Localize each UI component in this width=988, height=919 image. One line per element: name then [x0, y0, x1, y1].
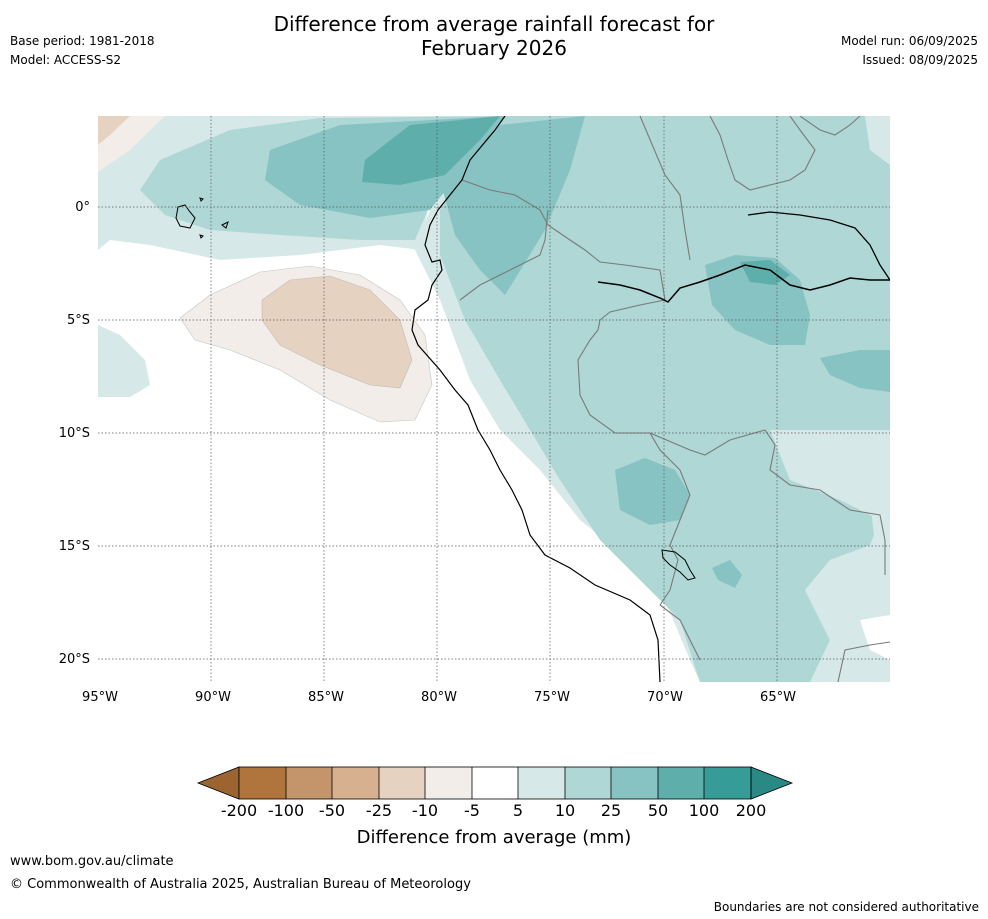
colorbar-tick: 10	[555, 801, 575, 820]
lon-label-90w: 90°W	[195, 690, 231, 705]
lat-label-0: 0°	[75, 200, 90, 215]
lon-label-75w: 75°W	[534, 690, 570, 705]
lon-label-80w: 80°W	[421, 690, 457, 705]
chart-title: Difference from average rainfall forecas…	[0, 12, 988, 60]
colorbar-cell	[658, 767, 704, 799]
lon-label-85w: 85°W	[308, 690, 344, 705]
colorbar-tick: 200	[736, 801, 767, 820]
galapagos-islands	[175, 197, 229, 239]
meta-right: Model run: 06/09/2025 Issued: 08/09/2025	[841, 32, 978, 70]
colorbar-tick: -50	[319, 801, 345, 820]
colorbar-cell	[425, 767, 472, 799]
footer-disclaimer: Boundaries are not considered authoritat…	[714, 900, 979, 914]
colorbar-cell	[332, 767, 379, 799]
contour-25-50-east	[820, 350, 890, 392]
colorbar-tick: -10	[412, 801, 438, 820]
lat-label-5s: 5°S	[67, 313, 90, 328]
colorbar-tick: 50	[648, 801, 668, 820]
colorbar-cell	[518, 767, 565, 799]
colorbar	[196, 766, 794, 800]
contour-nw-corner-inner	[98, 116, 130, 145]
rio-negro	[747, 211, 890, 281]
lon-labels: 95°W 90°W 85°W 80°W 75°W 70°W 65°W	[82, 690, 796, 705]
colorbar-tick-labels: -200 -100 -50 -25 -10 -5 5 10 25 50 100 …	[221, 801, 766, 820]
colorbar-cell	[286, 767, 332, 799]
colorbar-cell	[239, 767, 286, 799]
title-line-1: Difference from average rainfall forecas…	[273, 12, 715, 36]
lon-label-65w: 65°W	[760, 690, 796, 705]
colorbar-cell	[379, 767, 425, 799]
contour-10-25-continent	[440, 116, 890, 682]
contour-lines	[179, 265, 433, 423]
lon-label-95w: 95°W	[82, 690, 118, 705]
title-line-2: February 2026	[421, 36, 567, 60]
base-period-text: Base period: 1981-2018	[10, 34, 155, 48]
contour-25-50-andes	[440, 116, 585, 295]
lon-label-70w: 70°W	[647, 690, 683, 705]
contour-light-ne	[865, 116, 890, 165]
contour-white-se	[860, 615, 890, 660]
contour-50-100-north-ocean	[362, 116, 500, 185]
contour-minus25-minus10	[262, 276, 412, 388]
colorbar-tick: -25	[366, 801, 392, 820]
country-borders	[459, 116, 890, 682]
lat-label-10s: 10°S	[59, 426, 90, 441]
gridlines	[98, 116, 890, 682]
contour-5-10-west-patch	[98, 325, 150, 397]
model-text: Model: ACCESS-S2	[10, 53, 122, 67]
contour-25-50-south	[615, 458, 690, 525]
map-area	[98, 116, 890, 682]
coastline-pacific	[411, 116, 661, 682]
colorbar-cell	[565, 767, 611, 799]
colorbar-tick: 5	[513, 801, 523, 820]
meta-left: Base period: 1981-2018 Model: ACCESS-S2	[10, 32, 155, 70]
lake-titicaca	[661, 549, 696, 581]
colorbar-title: Difference from average (mm)	[357, 827, 632, 848]
lat-label-15s: 15°S	[59, 539, 90, 554]
colorbar-tick: -200	[221, 801, 257, 820]
colorbar-tick: -5	[464, 801, 480, 820]
colorbar-cell	[472, 767, 518, 799]
colorbar-cell	[704, 767, 751, 799]
colorbar-tick: 100	[689, 801, 720, 820]
footer-url: www.bom.gov.au/climate	[10, 854, 174, 869]
colorbar-tick: -100	[268, 801, 304, 820]
lat-label-20s: 20°S	[59, 652, 90, 667]
model-run-text: Model run: 06/09/2025	[840, 34, 978, 48]
colorbar-extend-low	[196, 766, 240, 800]
contour-25-50-bolivia	[712, 560, 742, 588]
issued-text: Issued: 08/09/2025	[862, 53, 978, 67]
contour-5-10-se-patch	[770, 430, 890, 682]
lat-labels: 0° 5°S 10°S 15°S 20°S	[59, 200, 90, 667]
colorbar-tick: 25	[601, 801, 621, 820]
colorbar-extend-high	[750, 766, 794, 800]
footer-copyright: © Commonwealth of Australia 2025, Austra…	[10, 877, 471, 892]
colorbar-cell	[611, 767, 658, 799]
amazon-river	[597, 264, 890, 303]
